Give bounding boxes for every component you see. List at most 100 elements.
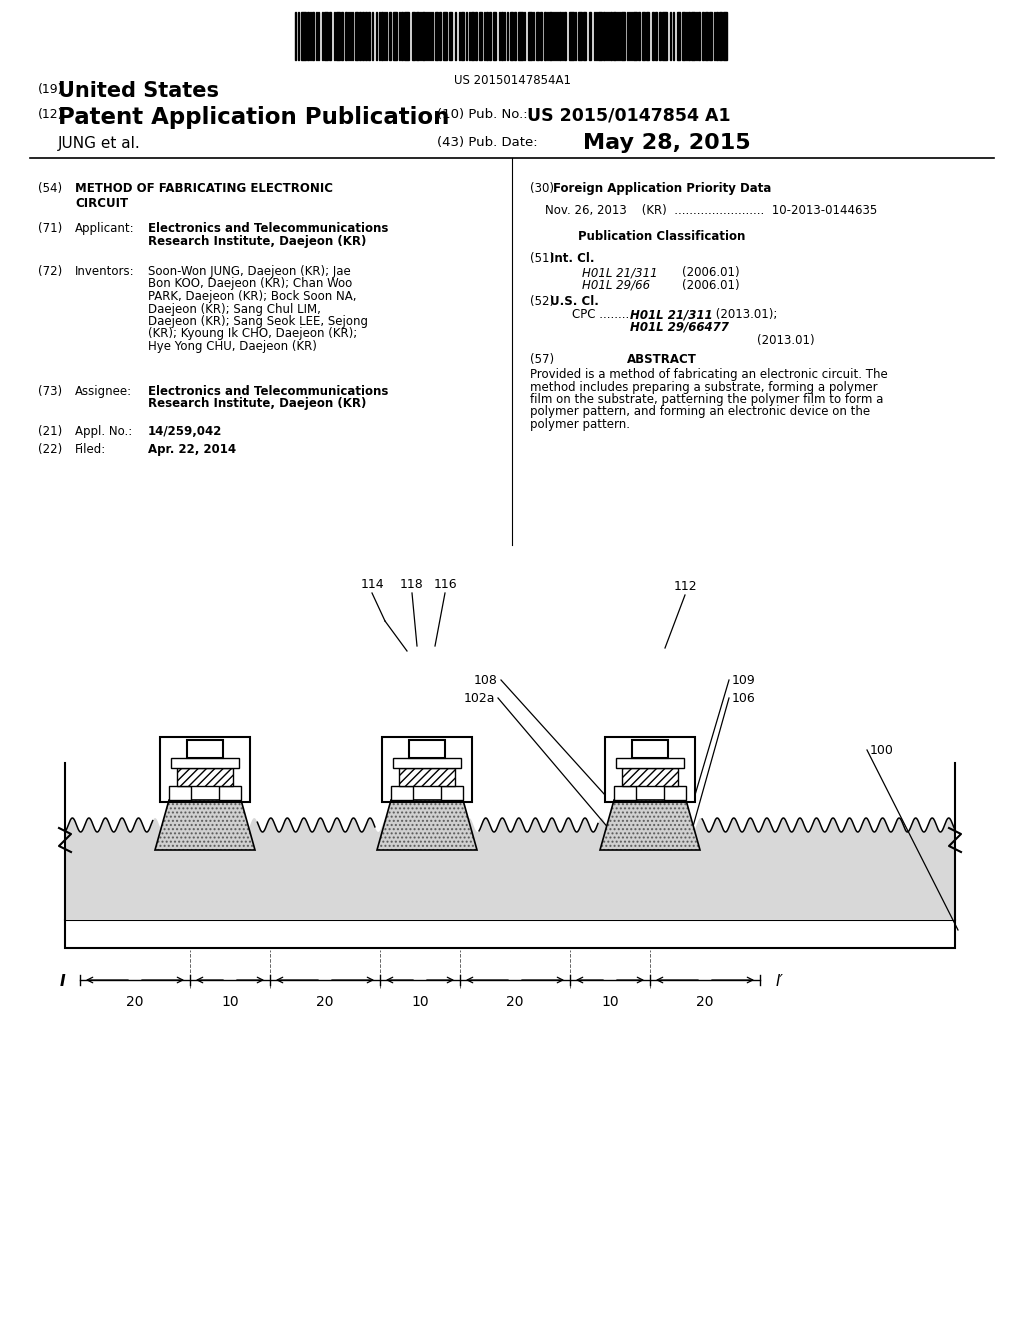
Text: 106: 106 — [732, 692, 756, 705]
Text: Foreign Application Priority Data: Foreign Application Priority Data — [553, 182, 771, 195]
Text: 116: 116 — [433, 578, 457, 591]
Bar — [368, 12, 370, 59]
Bar — [616, 758, 684, 768]
Bar — [475, 12, 477, 59]
Text: (19): (19) — [38, 83, 63, 96]
Bar — [404, 12, 409, 59]
Bar — [493, 12, 496, 59]
Bar — [461, 12, 464, 59]
Bar — [171, 758, 239, 768]
Text: U.S. Cl.: U.S. Cl. — [550, 294, 599, 308]
Bar — [564, 12, 566, 59]
Text: Applicant:: Applicant: — [75, 222, 134, 235]
Bar — [622, 768, 678, 785]
Bar — [169, 785, 191, 800]
Text: 20: 20 — [126, 995, 143, 1008]
Bar — [441, 785, 463, 800]
Bar — [578, 12, 582, 59]
Text: PARK, Daejeon (KR); Bock Soon NA,: PARK, Daejeon (KR); Bock Soon NA, — [148, 290, 356, 304]
Text: Research Institute, Daejeon (KR): Research Institute, Daejeon (KR) — [148, 397, 367, 411]
Text: (KR); Kyoung Ik CHO, Daejeon (KR);: (KR); Kyoung Ik CHO, Daejeon (KR); — [148, 327, 357, 341]
Text: 108: 108 — [474, 673, 498, 686]
Text: H01L 29/66: H01L 29/66 — [582, 279, 650, 292]
Text: JUNG et al.: JUNG et al. — [58, 136, 140, 150]
Bar — [416, 12, 419, 59]
Text: Appl. No.:: Appl. No.: — [75, 425, 132, 438]
Bar — [449, 12, 452, 59]
Bar — [443, 12, 447, 59]
Text: (22): (22) — [38, 444, 62, 455]
Bar — [682, 12, 685, 59]
Bar — [382, 737, 472, 803]
Bar — [605, 737, 695, 803]
Text: I: I — [59, 974, 65, 989]
Text: (2013.01): (2013.01) — [757, 334, 815, 347]
Bar — [536, 12, 539, 59]
Bar — [393, 758, 461, 768]
Text: 20: 20 — [506, 995, 523, 1008]
Bar — [589, 12, 591, 59]
Text: Electronics and Telecommunications: Electronics and Telecommunications — [148, 385, 388, 399]
Bar — [307, 12, 309, 59]
Bar — [479, 12, 482, 59]
Text: US 2015/0147854 A1: US 2015/0147854 A1 — [527, 106, 731, 124]
Text: film on the substrate, patterning the polymer film to form a: film on the substrate, patterning the po… — [530, 393, 884, 407]
Text: (52): (52) — [530, 294, 554, 308]
Text: polymer pattern.: polymer pattern. — [530, 418, 630, 432]
Text: US 20150147854A1: US 20150147854A1 — [454, 74, 570, 87]
Text: ABSTRACT: ABSTRACT — [627, 352, 697, 366]
Bar — [664, 785, 686, 800]
Bar — [698, 12, 700, 59]
Bar — [583, 12, 586, 59]
Bar — [501, 12, 503, 59]
Bar — [569, 12, 574, 59]
Text: (2013.01);: (2013.01); — [712, 308, 777, 321]
Bar — [614, 785, 636, 800]
Bar — [632, 741, 668, 758]
Bar — [709, 12, 712, 59]
Bar — [540, 12, 542, 59]
Text: Publication Classification: Publication Classification — [579, 230, 745, 243]
Bar — [177, 768, 233, 785]
Text: Nov. 26, 2013    (KR)  ........................  10-2013-0144635: Nov. 26, 2013 (KR) .....................… — [545, 205, 878, 216]
Bar — [336, 12, 340, 59]
Bar — [393, 12, 397, 59]
Bar — [65, 920, 955, 948]
Bar — [691, 12, 695, 59]
Bar — [160, 737, 250, 803]
Text: 112: 112 — [673, 579, 696, 593]
Text: H01L 21/311: H01L 21/311 — [630, 308, 713, 321]
Text: Filed:: Filed: — [75, 444, 106, 455]
Text: polymer pattern, and forming an electronic device on the: polymer pattern, and forming an electron… — [530, 405, 870, 418]
Text: Electronics and Telecommunications: Electronics and Telecommunications — [148, 222, 388, 235]
Text: Assignee:: Assignee: — [75, 385, 132, 399]
Bar — [633, 12, 637, 59]
Text: (72): (72) — [38, 265, 62, 279]
Bar — [389, 12, 391, 59]
Bar — [610, 12, 612, 59]
Bar — [510, 12, 513, 59]
Text: Patent Application Publication: Patent Application Publication — [58, 106, 450, 129]
Bar — [719, 12, 722, 59]
Bar — [187, 741, 223, 758]
Text: 20: 20 — [316, 995, 334, 1008]
Text: 102a: 102a — [464, 692, 495, 705]
Text: H01L 21/311: H01L 21/311 — [582, 267, 657, 279]
Text: H01L 29/66477: H01L 29/66477 — [630, 321, 729, 334]
Bar — [705, 12, 708, 59]
Text: (54): (54) — [38, 182, 62, 195]
Bar — [399, 768, 455, 785]
Bar — [422, 12, 425, 59]
Bar — [341, 12, 343, 59]
Polygon shape — [155, 800, 255, 850]
Bar — [646, 12, 649, 59]
Bar — [655, 12, 657, 59]
Bar — [702, 12, 705, 59]
Bar — [329, 12, 331, 59]
Bar — [324, 12, 328, 59]
Text: (12): (12) — [38, 108, 63, 121]
Bar — [621, 12, 625, 59]
Bar — [219, 785, 241, 800]
Text: (2006.01): (2006.01) — [682, 279, 739, 292]
Bar — [355, 12, 358, 59]
